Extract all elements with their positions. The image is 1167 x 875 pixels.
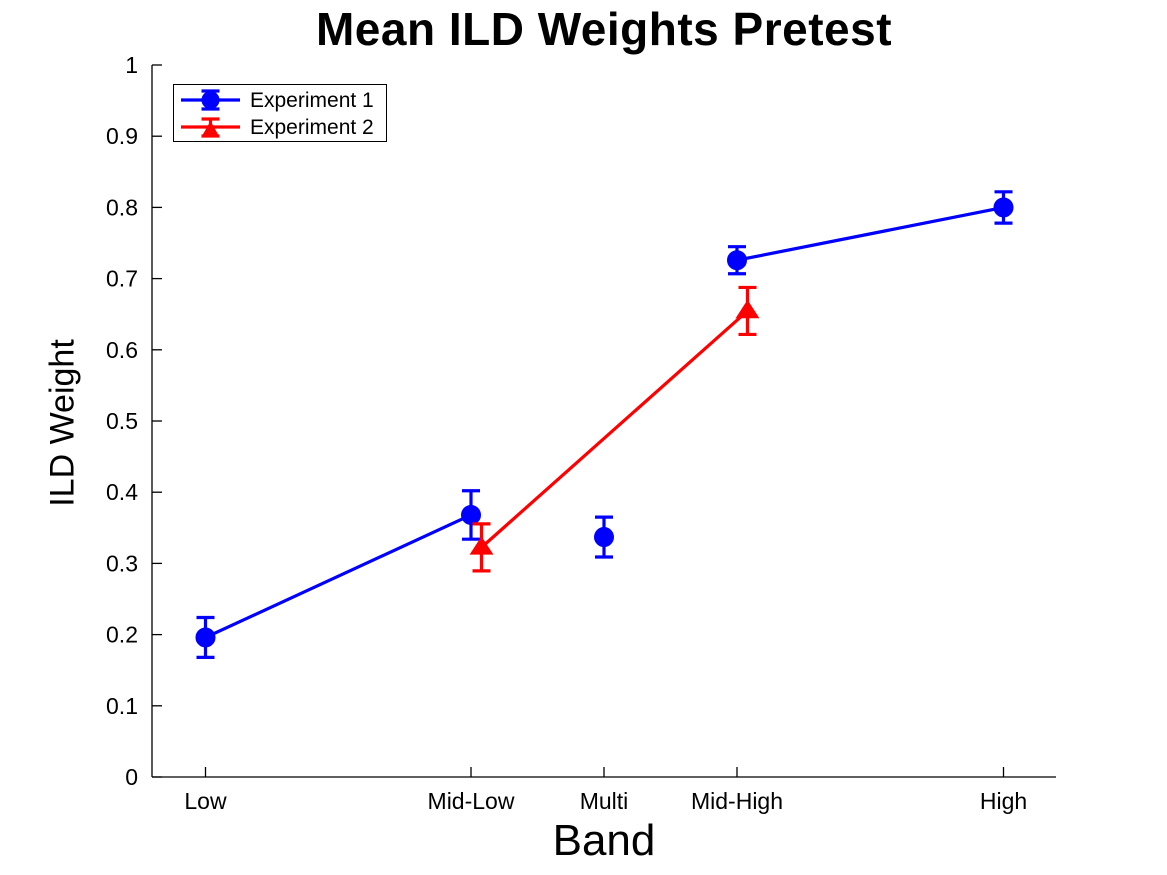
svg-text:Experiment 2: Experiment 2 (250, 116, 374, 139)
svg-text:Experiment 1: Experiment 1 (250, 89, 374, 112)
